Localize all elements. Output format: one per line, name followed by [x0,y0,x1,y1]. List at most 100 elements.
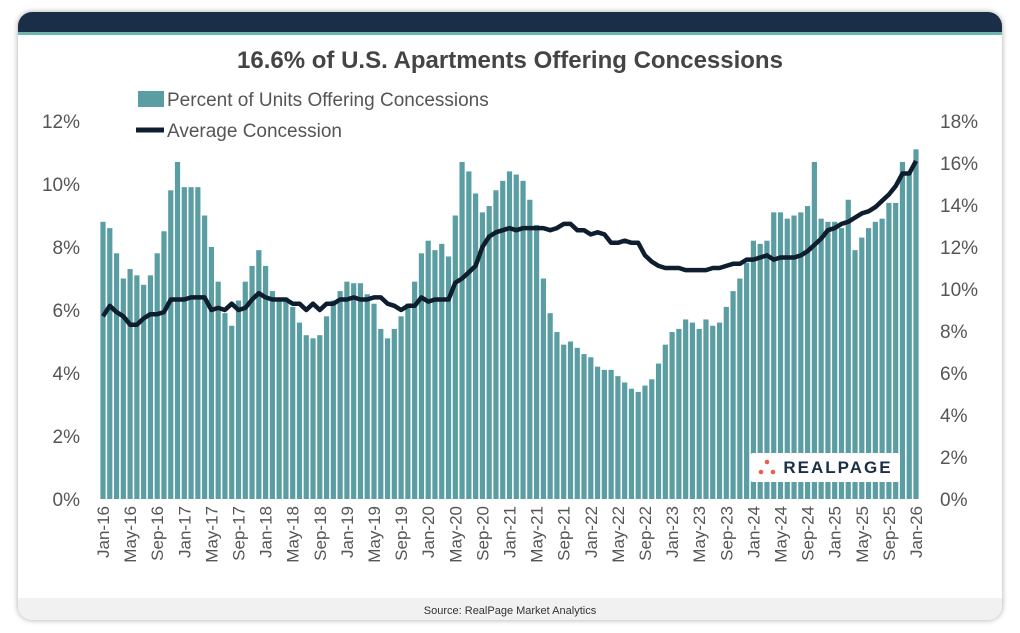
bar [432,250,438,499]
bar [865,228,872,499]
bar [628,388,635,499]
x-axis-tick-label: Sep-23 [717,506,736,561]
x-axis-tick-label: Jan-24 [744,506,763,558]
x-axis-tick-label: May-25 [853,506,872,563]
bar [445,256,452,499]
x-axis-tick-label: Sep-18 [311,506,330,561]
x-axis-tick-label: Sep-19 [392,506,411,561]
x-axis-tick-label: Sep-22 [636,506,655,561]
x-axis-tick-label: Sep-21 [555,506,574,561]
x-axis-tick-label: Sep-25 [880,506,899,561]
bar [852,250,858,499]
bar [296,322,303,499]
bar [506,171,513,499]
line-average-concession [101,159,918,327]
bar [283,297,289,499]
bar [561,344,567,499]
bar [127,269,133,499]
bar [398,316,404,499]
bar [351,283,357,499]
bar [493,190,499,500]
bar [222,313,228,499]
bar [723,306,729,499]
bar [317,335,323,499]
bar [737,278,743,499]
realpage-logo: REALPAGE [750,453,900,482]
bar [574,347,580,499]
bar [683,319,689,499]
bar [906,171,912,499]
bar [649,379,655,499]
legend-label-bars: Percent of Units Offering Concessions [167,90,489,111]
bar [425,240,431,499]
bar [608,369,614,499]
bar [405,303,411,499]
x-axis-tick-label: May-17 [202,506,221,563]
bar [872,221,878,500]
header-band [18,12,1002,32]
bar [791,215,797,499]
bar [215,281,221,499]
bar [256,250,262,499]
bar [601,369,607,499]
bar [581,354,587,499]
bar [235,300,242,499]
bar [744,262,750,499]
bar [357,283,364,499]
bar [879,218,885,499]
legend-label-line: Average Concession [167,121,342,142]
x-axis-tick-label: May-19 [365,506,384,563]
bar [391,328,397,499]
bar [174,161,181,499]
bar [161,231,167,499]
bar [486,206,492,500]
bar [107,228,113,499]
bar [412,281,418,499]
accent-line [18,32,1002,35]
bar [811,161,817,499]
bar [757,243,763,499]
bar [899,161,906,499]
bar [635,391,641,499]
right-axis-tick-label: 10% [940,280,978,301]
bar [832,221,838,500]
x-axis-tick-label: Sep-20 [473,506,492,561]
bar [263,265,269,499]
x-axis-tick-label: Jan-23 [663,506,682,558]
x-axis-tick-label: Jan-22 [582,506,601,558]
bar [364,294,370,499]
bar [500,180,506,499]
bar [703,319,709,499]
bar [845,199,851,499]
legend-swatch-bars [138,91,164,107]
bar [242,281,248,499]
legend: Percent of Units Offering Concessions Av… [136,90,489,142]
x-axis-tick-label: May-21 [528,506,547,563]
right-axis-tick-label: 6% [940,364,968,385]
bar [696,328,702,499]
left-axis-tick-label: 8% [53,238,81,259]
bar [120,278,126,499]
bar [100,221,106,500]
x-axis-tick-label: May-18 [284,506,303,563]
x-axis-tick-label: Jan-18 [257,506,276,558]
bar [594,366,601,499]
left-axis-tick-label: 2% [53,427,81,448]
bar [310,338,316,499]
bar [662,344,668,499]
bar [527,199,533,499]
right-axis-tick-label: 14% [940,196,978,217]
bar [676,328,682,499]
bar [669,332,675,499]
bar [534,224,540,499]
bar [323,316,330,499]
bar [893,202,899,499]
x-axis-tick-label: Sep-24 [799,506,818,561]
bar [859,237,865,500]
bar [202,215,208,499]
x-axis-tick-label: May-22 [609,506,628,563]
x-axis-tick-label: Sep-17 [230,506,249,561]
bar [154,253,160,499]
bar [540,278,546,499]
